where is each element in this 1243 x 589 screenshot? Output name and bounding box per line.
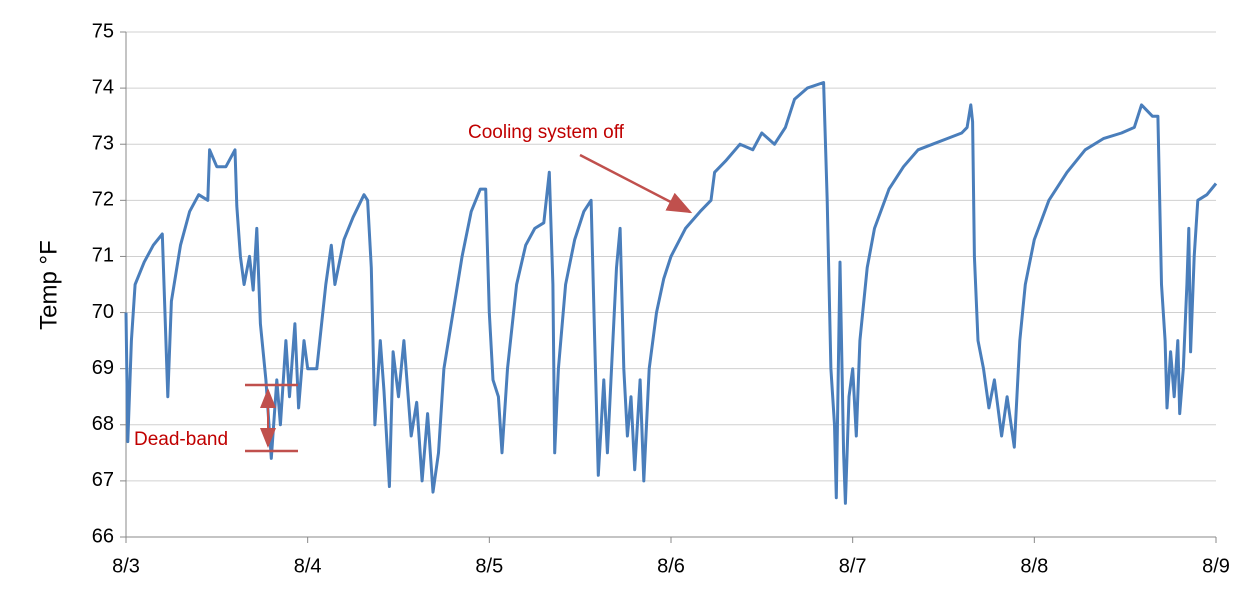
- x-tick-label: 8/3: [112, 555, 140, 577]
- y-tick-label: 72: [92, 189, 114, 211]
- y-tick-label: 73: [92, 133, 114, 155]
- annotation: Cooling system off: [468, 122, 625, 143]
- x-tick-label: 8/4: [294, 555, 322, 577]
- y-tick-label: 69: [92, 357, 114, 379]
- y-tick-label: 74: [92, 76, 114, 98]
- x-tick-label: 8/5: [475, 555, 503, 577]
- line-series: [124, 81, 1218, 505]
- y-tick-label: 71: [92, 245, 114, 267]
- y-tick-label: 75: [92, 20, 114, 42]
- x-tick-label: 8/8: [1020, 555, 1048, 577]
- annotation: Dead-band: [134, 429, 228, 450]
- annotation-arrow: [579, 153, 693, 214]
- x-tick-label: 8/7: [839, 555, 867, 577]
- x-tick-label: 8/9: [1202, 555, 1230, 577]
- y-tick-label: 66: [92, 525, 114, 547]
- y-tick-label: 68: [92, 413, 114, 435]
- x-tick-label: 8/6: [657, 555, 685, 577]
- y-axis-label: Temp °F: [35, 240, 62, 330]
- y-tick-label: 67: [92, 469, 114, 491]
- y-tick-label: 70: [92, 301, 114, 323]
